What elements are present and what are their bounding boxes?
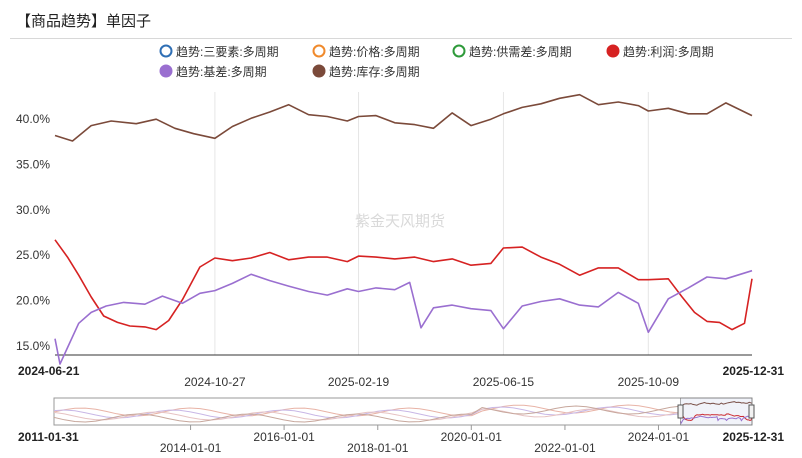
legend-item[interactable]: 趋势:价格:多周期 — [312, 44, 420, 59]
navigator-end-label: 2025-12-31 — [723, 430, 785, 444]
navigator-tick-label: 2022-01-01 — [534, 441, 596, 455]
navigator-series-line — [680, 401, 753, 406]
navigator-tick-label: 2020-01-01 — [441, 430, 503, 444]
navigator-tick-label: 2014-01-01 — [160, 441, 222, 455]
series-line[interactable] — [54, 239, 753, 331]
series-line[interactable] — [54, 93, 753, 142]
legend-label: 趋势:库存:多周期 — [329, 64, 420, 79]
x-tick-label: 2025-02-19 — [328, 375, 390, 389]
legend-label: 趋势:三要素:多周期 — [176, 45, 279, 59]
y-tick-label: 25.0% — [16, 248, 50, 262]
title-divider — [10, 38, 792, 39]
y-tick-label: 20.0% — [16, 294, 50, 308]
navigator-tick-label: 2018-01-01 — [347, 441, 409, 455]
navigator-start-label: 2011-01-31 — [18, 430, 79, 444]
navigator-tick-label: 2016-01-01 — [253, 430, 315, 444]
x-tick-label: 2025-10-09 — [618, 375, 680, 389]
legend-marker — [159, 64, 173, 78]
legend-item[interactable]: 趋势:基差:多周期 — [159, 64, 267, 79]
x-start-label: 2024-06-21 — [18, 364, 80, 378]
navigator-lines — [53, 401, 753, 425]
y-axis: 40.0% 35.0% 30.0% 25.0% 20.0% 15.0% — [16, 112, 50, 353]
navigator-selection[interactable] — [680, 397, 753, 426]
watermark: 紫金天风期货 — [355, 213, 445, 230]
x-grid — [214, 92, 649, 355]
x-tick-label: 2025-06-15 — [473, 375, 535, 389]
navigator-handle-right[interactable] — [748, 404, 755, 419]
navigator-history-line — [53, 406, 681, 419]
legend-item[interactable]: 趋势:利润:多周期 — [606, 44, 714, 59]
legend[interactable]: 趋势:三要素:多周期 趋势:价格:多周期 趋势:供需差:多周期 趋势:利润:多周期趋势… — [159, 44, 714, 79]
legend-marker — [159, 44, 173, 58]
legend-label: 趋势:基差:多周期 — [176, 65, 267, 79]
legend-label: 趋势:供需差:多周期 — [469, 45, 572, 59]
series-lines[interactable] — [54, 93, 753, 365]
navigator-series-line — [680, 412, 753, 422]
range-navigator[interactable]: 2011-01-31 2025-12-31 2014-01-01 2016-01-01… — [18, 397, 784, 455]
navigator-handle-left[interactable] — [677, 404, 684, 419]
legend-item[interactable]: 趋势:三要素:多周期 — [159, 44, 279, 59]
series-line[interactable] — [54, 269, 753, 365]
y-tick-label: 30.0% — [16, 203, 50, 217]
navigator-series-line — [680, 415, 753, 425]
legend-item[interactable]: 趋势:供需差:多周期 — [452, 44, 572, 59]
x-end-label: 2025-12-31 — [723, 364, 785, 378]
navigator-tick-label: 2024-01-01 — [628, 430, 690, 444]
legend-marker — [312, 44, 326, 58]
x-axis: 2024-06-21 2025-12-31 2024-10-27 2025-02-19… — [18, 364, 784, 389]
y-tick-label: 35.0% — [16, 158, 50, 172]
legend-label: 趋势:利润:多周期 — [623, 45, 714, 59]
y-tick-label: 15.0% — [16, 339, 50, 353]
y-tick-label: 40.0% — [16, 112, 50, 126]
legend-marker — [312, 64, 326, 78]
navigator-history-line — [53, 408, 681, 421]
legend-item[interactable]: 趋势:库存:多周期 — [312, 64, 420, 79]
page-title: 【商品趋势】单因子 — [16, 12, 152, 30]
x-tick-label: 2024-10-27 — [184, 375, 246, 389]
navigator-axis: 2011-01-31 2025-12-31 2014-01-01 2016-01-01… — [18, 425, 784, 455]
legend-label: 趋势:价格:多周期 — [329, 44, 420, 59]
navigator-history-line — [53, 405, 681, 423]
legend-marker — [452, 44, 466, 58]
legend-marker — [606, 44, 620, 58]
